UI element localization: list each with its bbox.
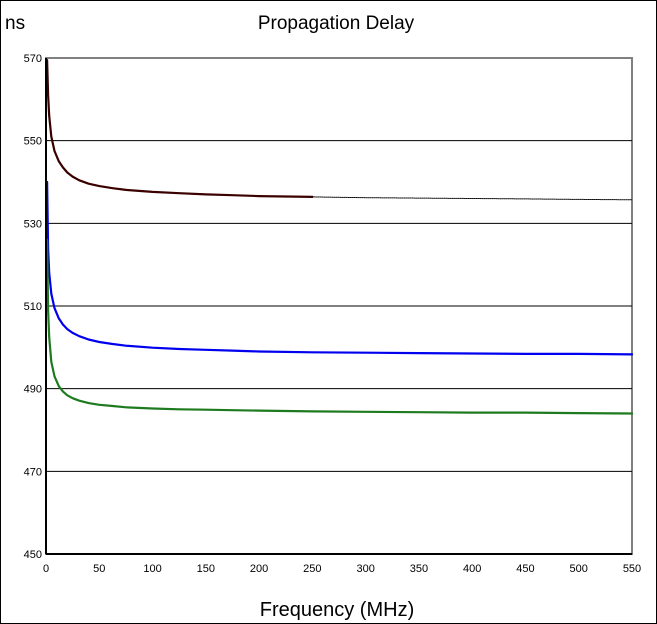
x-tick-label: 350	[410, 563, 428, 575]
x-tick-label: 450	[516, 563, 534, 575]
y-tick-label: 450	[24, 549, 42, 561]
x-tick-label: 100	[143, 563, 161, 575]
y-tick-label: 570	[24, 53, 42, 65]
series-line-2	[311, 196, 633, 201]
x-tick-label: 250	[303, 563, 321, 575]
y-unit-label: ns	[5, 13, 25, 34]
x-tick-label: 50	[93, 563, 105, 575]
series-line-3	[46, 180, 634, 356]
x-tick-label: 550	[623, 563, 641, 575]
y-tick-label: 530	[24, 218, 42, 230]
series-line-1	[46, 59, 314, 198]
x-tick-label: 150	[197, 563, 215, 575]
series-lines	[46, 59, 634, 415]
x-tick-label: 400	[463, 563, 481, 575]
x-tick-label: 300	[356, 563, 374, 575]
series-line-4	[46, 238, 634, 415]
axes	[45, 58, 632, 555]
gridlines	[46, 140, 632, 472]
x-axis-label: Frequency (MHz)	[260, 599, 414, 621]
chart-title: Propagation Delay	[258, 13, 415, 34]
y-tick-labels: 450 470 490 510 530 550 570	[24, 53, 42, 561]
x-tick-label: 0	[43, 563, 49, 575]
x-tick-label: 200	[250, 563, 268, 575]
y-tick-label: 510	[24, 301, 42, 313]
x-tick-label: 500	[570, 563, 588, 575]
y-tick-label: 490	[24, 384, 42, 396]
y-tick-label: 550	[24, 136, 42, 148]
y-tick-label: 470	[24, 466, 42, 478]
x-tick-labels: 0 50 100 150 200 250 300 350 400 450 500 550	[43, 563, 641, 575]
